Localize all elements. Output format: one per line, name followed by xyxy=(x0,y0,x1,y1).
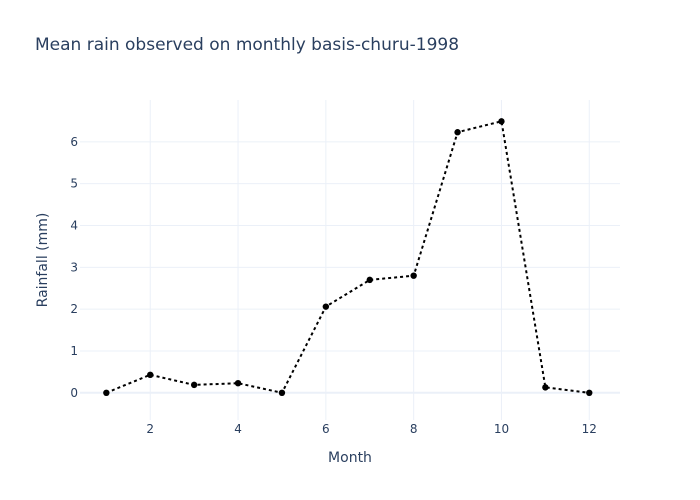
x-tick-label: 6 xyxy=(322,422,330,436)
y-axis-ticks: 0 1 2 3 4 5 6 xyxy=(70,135,78,400)
y-tick-label: 1 xyxy=(70,344,78,358)
x-tick-label: 4 xyxy=(234,422,242,436)
y-tick-label: 2 xyxy=(70,302,78,316)
data-point xyxy=(190,381,198,389)
x-tick-label: 12 xyxy=(582,422,597,436)
data-point xyxy=(498,118,505,125)
y-tick-label: 0 xyxy=(70,386,78,400)
data-point xyxy=(366,276,373,284)
chart-title: Mean rain observed on monthly basis-chur… xyxy=(35,35,459,55)
data-point xyxy=(454,129,461,136)
data-point xyxy=(542,384,549,391)
y-tick-label: 6 xyxy=(70,135,78,149)
y-axis-title: Rainfall (mm) xyxy=(35,213,51,308)
y-tick-label: 3 xyxy=(70,260,78,274)
data-point xyxy=(147,371,154,379)
x-tick-label: 2 xyxy=(146,422,154,436)
y-tick-label: 4 xyxy=(70,218,78,232)
grid xyxy=(80,100,620,420)
data-point xyxy=(103,389,110,397)
x-tick-label: 10 xyxy=(494,422,509,436)
x-tick-label: 8 xyxy=(410,422,418,436)
x-axis-title: Month xyxy=(328,450,372,466)
data-points xyxy=(103,118,593,397)
data-point xyxy=(278,389,286,397)
x-axis-ticks: 2 4 6 8 10 12 xyxy=(146,422,596,436)
y-tick-label: 5 xyxy=(70,177,78,191)
series-line xyxy=(105,120,590,394)
data-point xyxy=(322,303,330,310)
data-point xyxy=(234,379,242,387)
data-point xyxy=(586,389,593,397)
data-point xyxy=(410,272,417,279)
